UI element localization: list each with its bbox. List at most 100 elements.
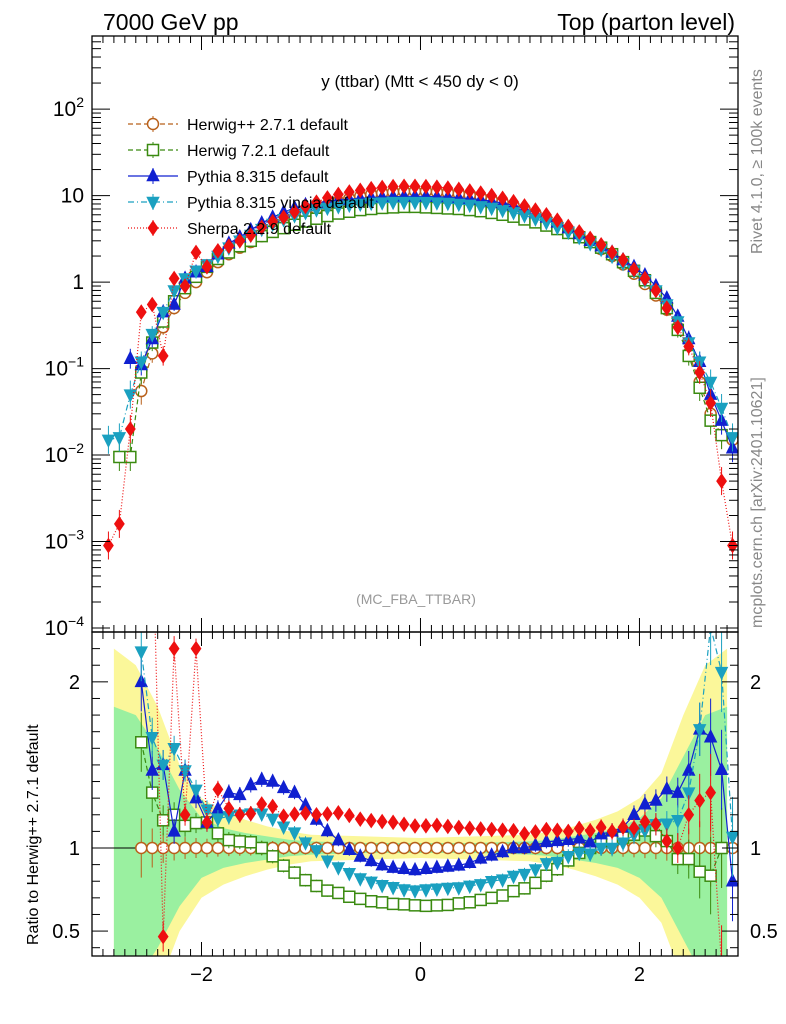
- series-3-ratio-point: [616, 837, 630, 851]
- series-1-ratio-point: [485, 891, 498, 905]
- series-4-main-point: [179, 278, 191, 294]
- series-0-ratio-point: [156, 841, 170, 855]
- header-right: Top (parton level): [557, 9, 735, 35]
- series-2-ratio-point: [145, 762, 159, 776]
- series-3-ratio-point: [331, 862, 346, 876]
- series-3-ratio-point: [441, 882, 455, 897]
- series-4-main-point: [606, 244, 618, 261]
- series-4-main-point: [442, 180, 454, 196]
- series-0-ratio-point: [375, 841, 389, 855]
- series-1-ratio-point: [332, 886, 345, 900]
- series-1-ratio-point: [474, 893, 487, 907]
- series-4-ratio-point: [475, 821, 487, 837]
- series-0-ratio-point: [288, 841, 301, 855]
- series-4-ratio-line: [154, 632, 722, 956]
- series-1-ratio-point: [277, 859, 290, 872]
- ratio-band-inner: [113, 706, 728, 956]
- series-2-ratio-point: [473, 850, 488, 864]
- series-4-main-point: [431, 179, 443, 196]
- series-3-ratio-point: [287, 827, 302, 841]
- series-1-ratio-point: [310, 879, 323, 893]
- mcplots-label: mcplots.cern.ch [arXiv:2401.10621]: [749, 377, 766, 628]
- series-4-ratio-point: [628, 820, 640, 836]
- series-2-ratio-point: [528, 837, 543, 851]
- series-3-ratio-point: [583, 848, 597, 862]
- series-3-ratio-point: [572, 847, 586, 862]
- main-series-layer: [101, 178, 738, 560]
- series-4-main-point: [551, 212, 563, 228]
- legend-marker: [146, 117, 160, 131]
- ratio-y-tick-label-right: 0.5: [750, 921, 778, 943]
- series-1-main-line: [119, 206, 723, 458]
- series-2-ratio-point: [331, 832, 346, 846]
- series-4-main-point: [573, 224, 585, 240]
- series-3-ratio-point: [408, 885, 422, 899]
- series-4-main-point: [617, 252, 629, 268]
- series-1-ratio-point: [375, 896, 389, 909]
- series-2-ratio-point: [244, 776, 258, 791]
- series-2-ratio-point: [714, 761, 729, 776]
- series-3-main-point: [473, 201, 488, 215]
- series-4-ratio-point: [431, 817, 443, 834]
- ratio-plot-frame: [91, 631, 739, 957]
- series-3-main-point: [419, 196, 433, 211]
- series-3-ratio-point: [430, 883, 444, 897]
- series-3-main-point: [145, 328, 159, 343]
- series-4-ratio-point: [519, 825, 530, 842]
- series-3-ratio-point: [709, 632, 712, 635]
- series-2-ratio-point: [671, 784, 685, 798]
- series-4-ratio-point: [562, 823, 574, 840]
- series-3-ratio-point: [725, 831, 738, 846]
- series-4-ratio-point: [705, 784, 717, 801]
- series-4-ratio-point: [606, 823, 618, 840]
- series-0-ratio-point: [321, 841, 334, 855]
- series-3-ratio-point: [386, 882, 400, 896]
- y-tick-label: 10: [61, 185, 84, 208]
- series-1-ratio-point: [156, 814, 170, 827]
- series-3-ratio-point: [309, 845, 324, 859]
- series-4-main-point: [376, 179, 388, 196]
- series-2-ratio-point: [649, 792, 663, 806]
- series-4-main-point: [190, 244, 202, 261]
- series-3-ratio-point: [605, 842, 619, 857]
- series-4-main-point: [157, 348, 169, 364]
- series-4-main-point: [683, 338, 695, 355]
- series-4-main-point: [628, 261, 640, 278]
- series-3-ratio-point: [156, 759, 170, 774]
- ratio-y-axis-label: Ratio to Herwig++ 2.7.1 default: [25, 724, 42, 945]
- ratio-series-layer: [134, 632, 738, 972]
- series-0-ratio-point: [211, 841, 225, 855]
- series-0-ratio-point: [135, 841, 148, 855]
- series-1-main-point: [124, 450, 137, 464]
- series-0-ratio-point: [627, 841, 641, 855]
- series-4-ratio-point: [234, 806, 246, 823]
- series-4-ratio-point: [717, 959, 726, 972]
- legend-label: Pythia 8.315 default: [187, 169, 329, 186]
- series-4-ratio-point: [530, 824, 541, 840]
- series-0-ratio-point: [441, 841, 455, 855]
- series-3-ratio-point: [397, 884, 411, 898]
- series-3-ratio-point: [320, 855, 335, 869]
- rivet-label: Rivet 4.1.0, ≥ 100k events: [749, 69, 766, 254]
- x-tick-label: 2: [634, 964, 645, 986]
- y-tick-label: 10−1: [45, 354, 85, 381]
- series-4-ratio-point: [497, 822, 509, 839]
- series-4-ratio-point: [661, 833, 673, 849]
- series-4-main-point: [146, 296, 158, 313]
- series-4-main-point: [311, 194, 322, 210]
- series-4-ratio-point: [694, 792, 706, 809]
- series-3-ratio-point: [211, 813, 225, 827]
- series-2-ratio-point: [364, 852, 378, 867]
- series-3-main-point: [397, 196, 411, 211]
- series-4-main-point: [321, 190, 333, 206]
- series-4-main-point: [508, 193, 519, 210]
- legend-label: Herwig 7.2.1 default: [187, 143, 330, 160]
- series-4-ratio-point: [409, 818, 421, 834]
- series-4-ratio-point: [442, 818, 454, 835]
- series-1-ratio-point: [386, 897, 400, 911]
- series-4-main-point: [212, 242, 224, 259]
- series-1-ratio-point: [441, 898, 455, 912]
- series-1-ratio-point: [266, 850, 279, 863]
- series-4-main-point: [672, 319, 684, 336]
- series-1-ratio-point: [211, 827, 225, 840]
